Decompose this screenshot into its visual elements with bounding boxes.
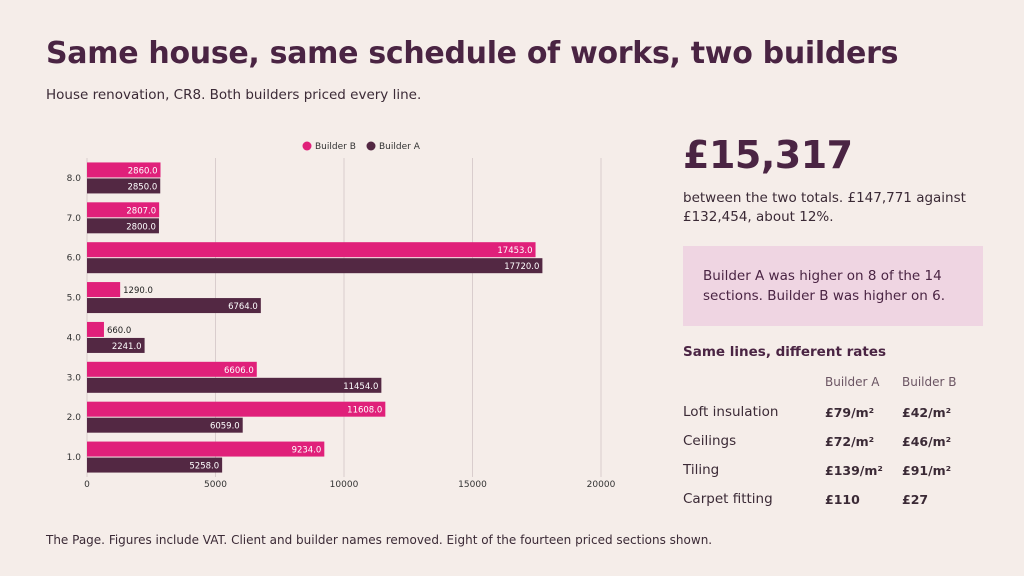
legend-swatch: [366, 141, 376, 151]
callout-box: Builder A was higher on 8 of the 14 sect…: [683, 246, 983, 326]
callout-text: Builder A was higher on 8 of the 14 sect…: [703, 268, 946, 304]
y-tick-label: 5.0: [67, 294, 82, 304]
bar: [87, 457, 223, 473]
footer-note: The Page. Figures include VAT. Client an…: [46, 533, 713, 547]
bar: [87, 361, 257, 377]
legend-swatch: [302, 141, 312, 151]
bar: [87, 377, 382, 393]
bar: [87, 258, 543, 274]
difference-caption: between the two totals. £147,771 against…: [683, 190, 966, 225]
rate-row-builder-a: £72/m²: [825, 434, 875, 449]
bar: [87, 337, 145, 353]
y-tick-label: 3.0: [67, 373, 82, 383]
bar: [87, 242, 536, 258]
bar-chart-svg: 0 5000 10000 15000 20000 1.0 9234.0 5258.0 2.0 11…: [67, 141, 616, 490]
bar: [87, 162, 161, 178]
bar-chart: 0 5000 10000 15000 20000 1.0 9234.0 5258.0 2.0 11…: [0, 130, 640, 500]
rate-row-builder-a: £79/m²: [825, 405, 875, 420]
page-subtitle: House renovation, CR8. Both builders pri…: [46, 87, 422, 103]
y-tick-label: 8.0: [67, 174, 82, 184]
bar-data-label: 17453.0: [497, 246, 532, 256]
bar-data-label: 6059.0: [210, 422, 240, 432]
rate-row-builder-b: £91/m²: [902, 463, 952, 478]
rate-row-builder-b: £42/m²: [902, 405, 952, 420]
y-tick-label: 4.0: [67, 333, 82, 343]
bar: [87, 218, 159, 234]
rate-row-label: Carpet fitting: [683, 491, 773, 507]
y-tick-label: 6.0: [67, 254, 82, 264]
y-tick-label: 7.0: [67, 214, 82, 224]
rates-header-builder-a: Builder A: [825, 375, 880, 389]
rate-row-label: Ceilings: [683, 433, 737, 449]
x-tick-label: 15000: [458, 480, 487, 490]
y-tick-label: 1.0: [67, 453, 82, 463]
bar-data-label: 6764.0: [228, 302, 258, 312]
rate-row-builder-b: £27: [902, 492, 929, 507]
bar-data-label: 5258.0: [189, 462, 219, 472]
bar-data-label: 17720.0: [504, 262, 539, 272]
rate-row-label: Tiling: [683, 462, 720, 478]
bar-data-label: 2800.0: [126, 222, 156, 232]
bar-data-label: 6606.0: [224, 366, 254, 376]
bar: [87, 441, 325, 457]
rate-row-builder-a: £110: [825, 492, 860, 507]
y-tick-label: 2.0: [67, 413, 82, 423]
bar-data-label: 11608.0: [347, 406, 382, 416]
rate-row-label: Loft insulation: [683, 404, 779, 420]
difference-total: £15,317: [683, 133, 853, 177]
bar: [87, 282, 121, 298]
bar: [87, 202, 160, 218]
bar-data-label: 2807.0: [126, 206, 156, 216]
bar: [87, 298, 261, 314]
page-title: Same house, same schedule of works, two …: [46, 36, 899, 71]
bar-data-label: 2860.0: [128, 166, 158, 176]
rate-row-builder-b: £46/m²: [902, 434, 952, 449]
bar-data-label: 660.0: [107, 326, 131, 336]
x-tick-label: 10000: [330, 480, 359, 490]
rates-header-builder-b: Builder B: [902, 375, 957, 389]
bar: [87, 401, 386, 417]
bar: [87, 321, 104, 337]
bar: [87, 417, 243, 433]
bar-data-label: 9234.0: [292, 446, 322, 456]
legend-label: Builder B: [315, 142, 356, 152]
bar-data-label: 1290.0: [123, 286, 153, 296]
bar-data-label: 2850.0: [127, 182, 157, 192]
legend-label: Builder A: [379, 142, 421, 152]
x-tick-label: 20000: [587, 480, 616, 490]
x-tick-label: 0: [84, 480, 90, 490]
rate-row-builder-a: £139/m²: [825, 463, 883, 478]
bar-data-label: 11454.0: [343, 382, 378, 392]
bar-data-label: 2241.0: [112, 342, 142, 352]
x-tick-label: 5000: [204, 480, 227, 490]
bar: [87, 178, 161, 194]
rates-title: Same lines, different rates: [683, 344, 887, 360]
